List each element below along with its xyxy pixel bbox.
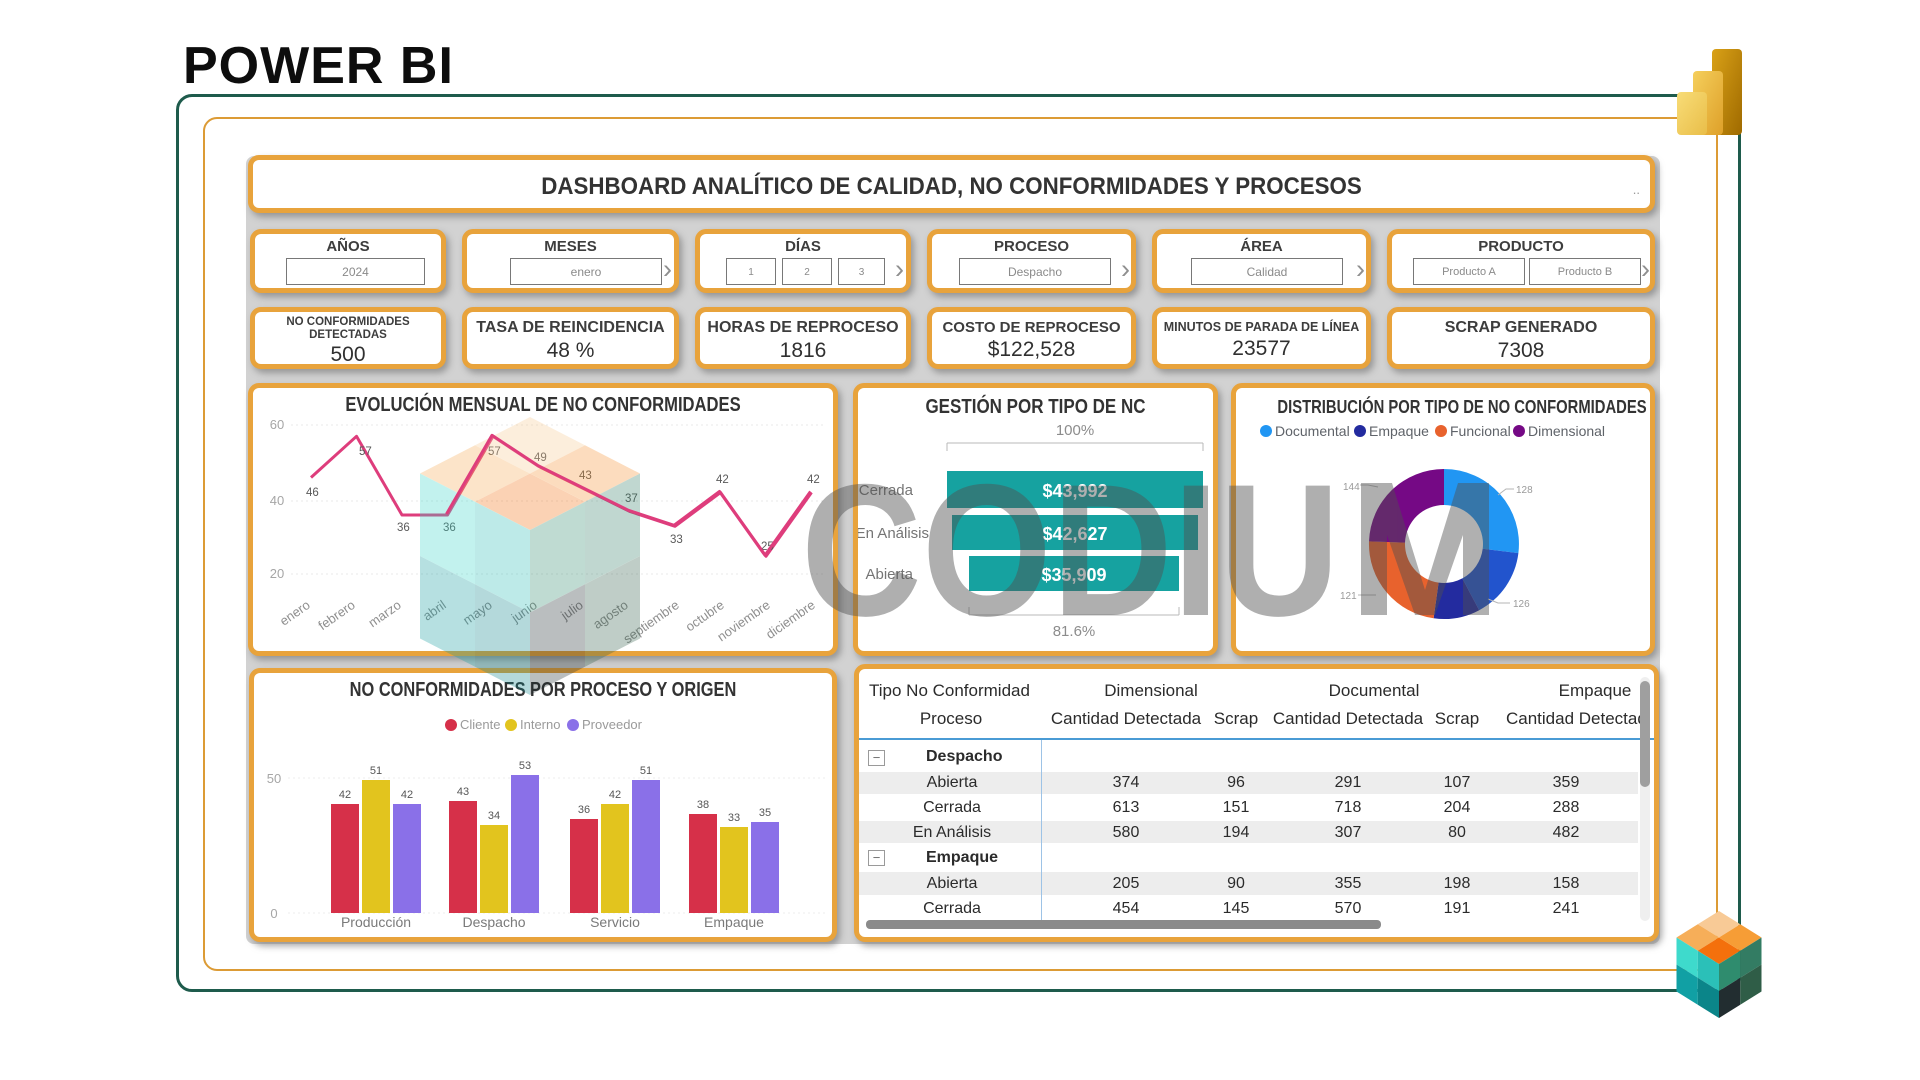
svg-text:43: 43 [457,786,469,798]
svg-text:Proveedor: Proveedor [582,717,643,732]
svg-text:51: 51 [370,765,382,777]
svg-text:33: 33 [728,812,740,824]
svg-text:Servicio: Servicio [590,914,640,930]
svg-text:Empaque: Empaque [704,914,764,930]
svg-text:46: 46 [306,487,319,499]
svg-text:53: 53 [519,760,531,772]
svg-text:57: 57 [488,446,501,458]
svg-text:43: 43 [579,470,592,482]
svg-text:121: 121 [1340,591,1357,602]
svg-text:$42,627: $42,627 [1042,524,1107,544]
svg-text:33: 33 [670,534,683,546]
svg-text:42: 42 [339,789,351,801]
svg-text:35: 35 [759,807,771,819]
svg-text:42: 42 [716,474,729,486]
svg-text:CODIU: CODIU [801,445,1340,655]
svg-text:50: 50 [267,771,281,786]
svg-text:81.6%: 81.6% [1053,623,1096,640]
svg-text:Documental: Documental [1275,423,1350,439]
svg-text:Cerrada: Cerrada [859,482,914,499]
svg-text:$43,992: $43,992 [1042,481,1107,501]
svg-text:36: 36 [397,522,410,534]
svg-text:128: 128 [1516,485,1533,496]
svg-text:Interno: Interno [520,717,560,732]
svg-text:20: 20 [270,566,284,581]
svg-text:Funcional: Funcional [1450,423,1511,439]
svg-text:34: 34 [488,810,500,822]
svg-text:126: 126 [1513,599,1530,610]
svg-text:Dimensional: Dimensional [1528,423,1605,439]
svg-text:36: 36 [443,522,456,534]
svg-text:42: 42 [401,789,413,801]
svg-text:Empaque: Empaque [1369,423,1429,439]
svg-text:60: 60 [270,417,284,432]
svg-text:En Análisis: En Análisis [858,525,929,542]
svg-text:40: 40 [270,493,284,508]
svg-text:42: 42 [609,789,621,801]
svg-text:Producción: Producción [341,914,411,930]
svg-text:Cliente: Cliente [460,717,500,732]
svg-text:Despacho: Despacho [462,914,525,930]
svg-text:100%: 100% [1056,422,1094,439]
svg-text:57: 57 [359,446,372,458]
svg-text:0: 0 [270,906,277,921]
svg-text:36: 36 [578,804,590,816]
svg-text:Abierta: Abierta [865,566,913,583]
svg-text:51: 51 [640,765,652,777]
svg-text:37: 37 [625,493,638,505]
svg-text:49: 49 [534,452,547,464]
svg-text:42: 42 [807,474,820,486]
svg-text:144: 144 [1343,482,1360,493]
svg-text:38: 38 [697,799,709,811]
svg-text:$35,909: $35,909 [1041,565,1106,585]
